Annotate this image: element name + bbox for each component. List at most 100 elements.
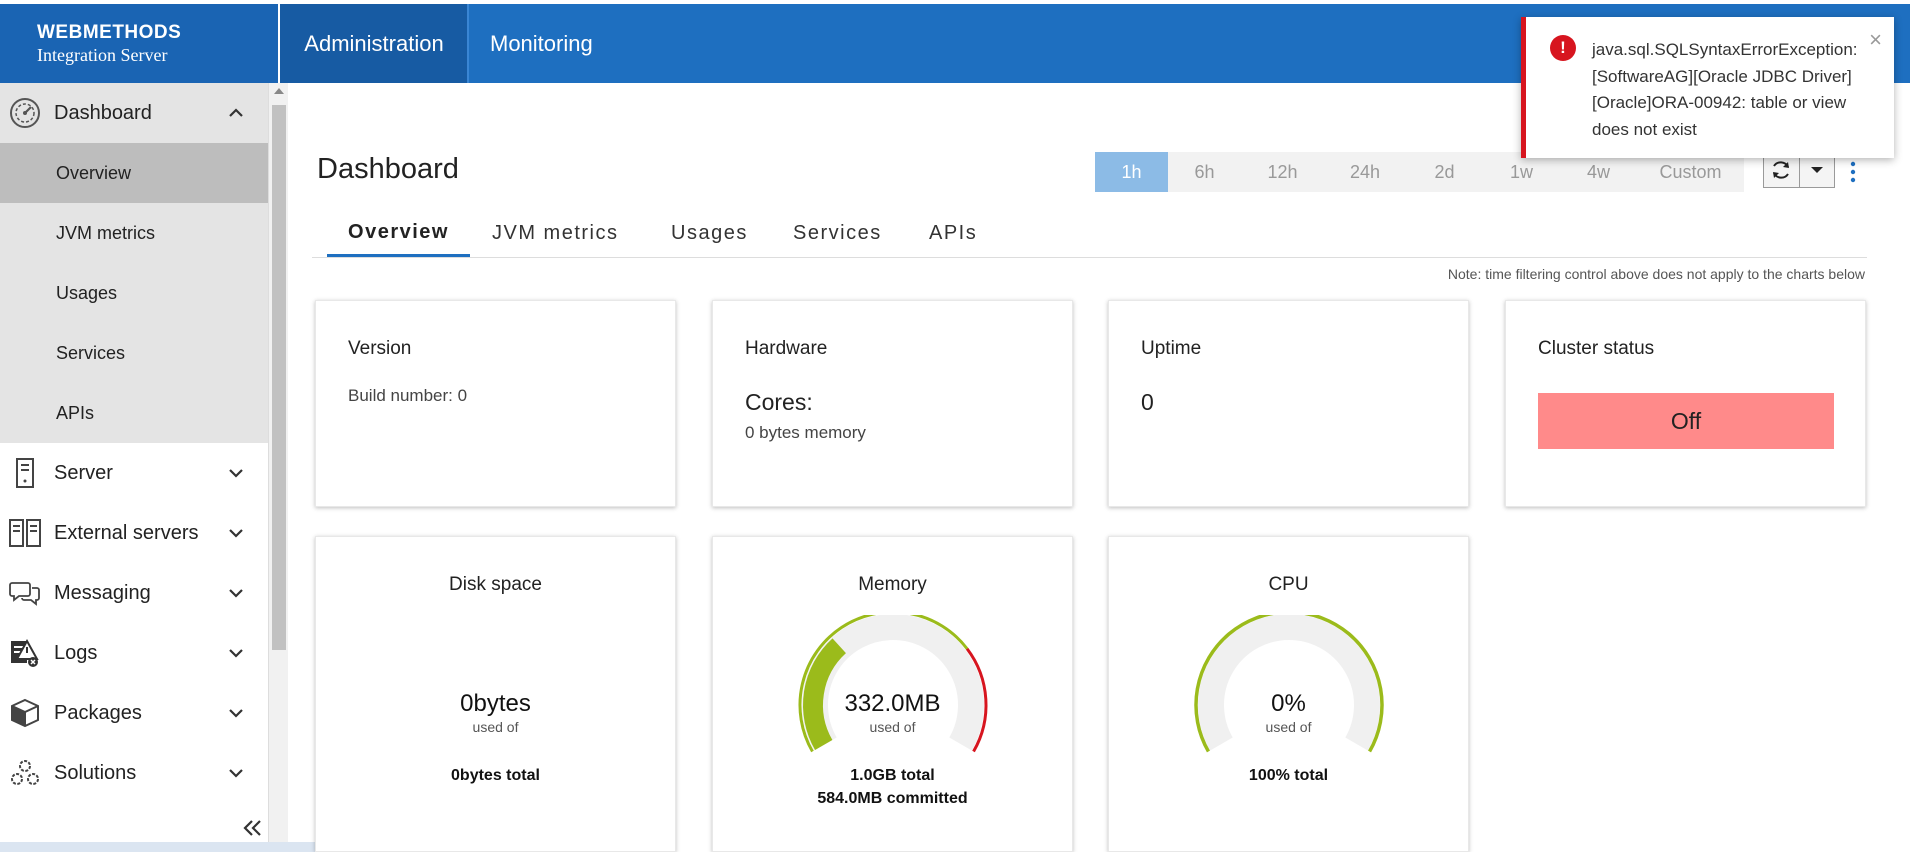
package-icon	[8, 696, 42, 730]
collapse-sidebar-icon[interactable]	[236, 813, 266, 843]
brand-line2: Integration Server	[37, 45, 168, 65]
refresh-icon	[1773, 161, 1790, 179]
sidebar-item-label: Dashboard	[54, 101, 152, 124]
tab-overview[interactable]: Overview	[327, 210, 470, 257]
gauge-outer-arc	[1194, 615, 1384, 753]
servers-icon	[8, 516, 42, 550]
cores-label: Cores:	[745, 389, 813, 415]
sidebar-item-messaging[interactable]: Messaging	[0, 563, 268, 623]
sidebar-item-logs[interactable]: Logs	[0, 623, 268, 683]
gauge-committed-arc	[798, 615, 969, 753]
hardware-card: Hardware Cores: 0 bytes memory	[712, 300, 1073, 507]
server-icon	[8, 456, 42, 490]
sidebar-item-dashboard[interactable]: Dashboard	[0, 83, 268, 143]
sidebar-item-server[interactable]: Server	[0, 443, 268, 503]
cpu-used-value: 0%	[1271, 690, 1306, 717]
dashboard-tabs: Overview JVM metrics Usages Services API…	[312, 210, 1867, 258]
cluster-status-card: Cluster status Off	[1505, 300, 1866, 507]
tab-usages[interactable]: Usages	[671, 222, 748, 244]
gauge-track	[1198, 615, 1380, 751]
memory-used-of: used of	[869, 719, 916, 735]
cpu-card: CPU 0% used of 100% total	[1108, 536, 1469, 852]
chevron-down-icon[interactable]	[226, 763, 246, 783]
card-title: Hardware	[745, 338, 828, 359]
disk-used-of: used of	[472, 719, 519, 735]
chevron-down-icon[interactable]	[226, 583, 246, 603]
cpu-used-of: used of	[1265, 719, 1312, 735]
sidebar-item-label: Logs	[54, 641, 98, 664]
refresh-control	[1763, 152, 1835, 188]
sidebar-sub-usages[interactable]: Usages	[0, 263, 268, 323]
chevron-down-icon[interactable]	[226, 703, 246, 723]
gauge-used-arc	[803, 638, 847, 750]
disk-total: 0bytes total	[451, 767, 540, 784]
sidebar-item-label: External servers	[54, 521, 199, 544]
tab-apis[interactable]: APIs	[929, 222, 978, 244]
memory-gauge	[798, 615, 988, 753]
disk-used-value: 0bytes	[460, 690, 531, 717]
uptime-value: 0	[1141, 389, 1154, 415]
tab-jvm-metrics[interactable]: JVM metrics	[492, 222, 619, 244]
nav-divider	[278, 4, 280, 83]
gears-icon	[8, 756, 42, 790]
time-filter-6h[interactable]: 6h	[1194, 161, 1215, 182]
card-title: Disk space	[449, 574, 542, 595]
sidebar-item-solutions[interactable]: Solutions	[0, 743, 268, 803]
time-filter-4w[interactable]: 4w	[1586, 161, 1610, 182]
time-filter-custom[interactable]: Custom	[1659, 161, 1722, 182]
brand-logo[interactable]: WEBMETHODS Integration Server	[0, 4, 278, 83]
tab-services[interactable]: Services	[793, 222, 882, 244]
chevron-down-icon[interactable]	[226, 463, 246, 483]
card-title: Memory	[858, 574, 927, 595]
time-filter-2d[interactable]: 2d	[1434, 161, 1455, 182]
cluster-status-badge: Off	[1538, 393, 1834, 449]
sidebar-sub-services[interactable]: Services	[0, 323, 268, 383]
uptime-card: Uptime 0	[1108, 300, 1469, 507]
sidebar-sub-overview[interactable]: Overview	[0, 143, 268, 203]
more-options-icon[interactable]	[1848, 160, 1858, 184]
nav-divider	[467, 4, 469, 83]
top-stripe	[0, 0, 1910, 4]
error-message: java.sql.SQLSyntaxErrorException: [Softw…	[1592, 40, 1858, 139]
sidebar-sub-jvm-metrics[interactable]: JVM metrics	[0, 203, 268, 263]
page-title: Dashboard	[317, 153, 459, 185]
error-icon: !	[1550, 35, 1576, 61]
sidebar-item-external-servers[interactable]: External servers	[0, 503, 268, 563]
card-title: Cluster status	[1538, 338, 1655, 359]
gauge-warning-arc	[965, 647, 988, 753]
memory-amount: 0 bytes memory	[745, 423, 866, 442]
brand-line1: WEBMETHODS	[37, 22, 182, 43]
nav-tab-administration[interactable]: Administration	[280, 4, 468, 83]
time-filter-1h[interactable]: 1h	[1095, 152, 1168, 192]
chevron-down-icon[interactable]	[226, 523, 246, 543]
sidebar-scrollbar[interactable]	[268, 83, 288, 852]
build-number: Build number: 0	[348, 386, 468, 405]
cpu-total: 100% total	[1248, 767, 1329, 784]
sidebar-item-packages[interactable]: Packages	[0, 683, 268, 743]
sidebar-item-label: Packages	[54, 701, 142, 724]
time-filter-note: Note: time filtering control above does …	[1447, 266, 1865, 282]
logs-icon	[8, 636, 42, 670]
scrollbar-thumb[interactable]	[272, 105, 286, 650]
sidebar: Dashboard Overview JVM metrics Usages Se…	[0, 83, 268, 852]
card-title: Uptime	[1141, 338, 1202, 359]
chevron-down-icon[interactable]	[226, 643, 246, 663]
time-filter-12h[interactable]: 12h	[1267, 161, 1298, 182]
memory-total: 1.0GB total	[850, 767, 935, 784]
time-filter-24h[interactable]: 24h	[1349, 161, 1381, 182]
close-icon[interactable]: ×	[1869, 27, 1882, 52]
memory-card: Memory 332.0MB used of 1.0GB total 584.0…	[712, 536, 1073, 852]
caret-down-icon	[1810, 167, 1823, 173]
time-filter-1w[interactable]: 1w	[1509, 161, 1533, 182]
chevron-up-icon[interactable]	[226, 103, 246, 123]
sidebar-item-label: Server	[54, 461, 113, 484]
scroll-up-arrow[interactable]	[274, 88, 284, 94]
gauge-icon	[8, 96, 42, 130]
refresh-dropdown-button[interactable]	[1798, 153, 1835, 187]
nav-tab-monitoring[interactable]: Monitoring	[490, 30, 593, 56]
memory-committed: 584.0MB committed	[817, 790, 968, 807]
sidebar-sub-apis[interactable]: APIs	[0, 383, 268, 443]
card-title: CPU	[1268, 574, 1309, 595]
sidebar-item-label: Solutions	[54, 761, 137, 784]
refresh-button[interactable]	[1764, 153, 1799, 187]
